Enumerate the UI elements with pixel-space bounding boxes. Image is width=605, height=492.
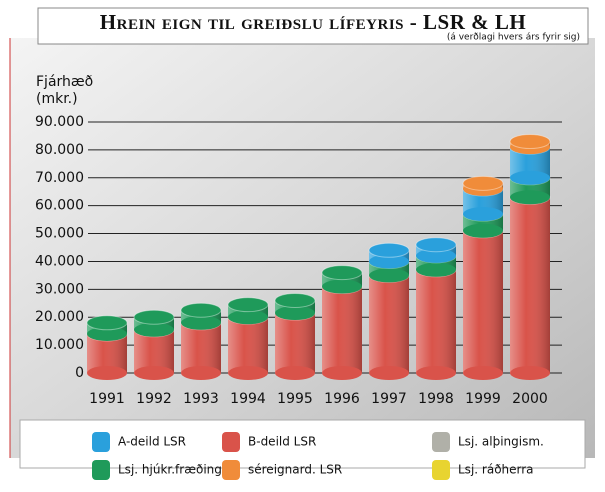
bar-bottom-edge [369,366,409,380]
legend-swatch [222,432,240,452]
bar-bottom-edge [228,310,268,324]
bar-top [134,310,174,324]
bar-bottom-edge [322,366,362,380]
x-tick-label: 1991 [89,391,125,407]
bar-top [369,243,409,257]
bar-top [510,135,550,149]
bar-shade [416,270,456,373]
y-tick-label: 20.000 [35,309,84,325]
bar-top [87,316,127,330]
bar-bottom-edge [463,207,503,221]
bar-bottom-edge [134,366,174,380]
x-tick-label: 1995 [277,391,313,407]
y-tick-label: 80.000 [35,142,84,158]
bar-bottom-edge [181,316,221,330]
y-tick-label: 90.000 [35,114,84,130]
bar-bottom-edge [181,366,221,380]
y-tick-label: 10.000 [35,337,84,353]
chart: Hrein eign til greiðslu lífeyris - LSR &… [0,0,605,492]
bar-bottom-edge [228,366,268,380]
chart-subtitle: (á verðlagi hvers árs fyrir sig) [447,33,580,43]
bar-bottom-edge [510,171,550,185]
legend-label: Lsj. ráðherra [458,463,534,477]
bar-shade [463,231,503,373]
bar-bottom-edge [87,366,127,380]
bar-shade [275,313,315,373]
bar-bottom-edge [463,366,503,380]
bar-bottom-edge [416,263,456,277]
bar-bottom-edge [463,224,503,238]
legend-label: séreignard. LSR [248,463,342,477]
legend-swatch [432,460,450,480]
bar-bottom-edge [369,268,409,282]
bar-top [181,303,221,317]
bar-bottom-edge [416,366,456,380]
x-tick-label: 2000 [512,391,548,407]
x-tick-label: 1999 [465,391,501,407]
bar-bottom-edge [510,366,550,380]
legend-label: B-deild LSR [248,435,316,449]
x-tick-label: 1994 [230,391,266,407]
y-tick-label: 60.000 [35,198,84,214]
bar-bottom-edge [134,323,174,337]
y-tick-label: 30.000 [35,281,84,297]
y-axis-label: Fjárhæð [36,74,93,90]
y-axis-label: (mkr.) [36,91,78,107]
bar-bottom-edge [510,190,550,204]
bar-top [275,293,315,307]
x-tick-label: 1997 [371,391,407,407]
legend-swatch [222,460,240,480]
x-tick-label: 1998 [418,391,454,407]
x-tick-label: 1993 [183,391,219,407]
bar-top [416,238,456,252]
bar-top [228,298,268,312]
bar-bottom-edge [322,280,362,294]
legend-swatch [92,432,110,452]
x-tick-label: 1992 [136,391,172,407]
legend-label: Lsj. alþingism. [458,435,544,449]
bar-bottom-edge [275,306,315,320]
legend-label: Lsj. hjúkr.fræðinga [118,463,229,477]
x-tick-label: 1996 [324,391,360,407]
legend-label: A-deild LSR [118,435,186,449]
bar-shade [510,197,550,373]
y-tick-label: 50.000 [35,226,84,242]
chart-title: Hrein eign til greiðslu lífeyris - LSR &… [100,10,526,34]
legend-swatch [92,460,110,480]
bar-shade [322,287,362,373]
bar-top [463,176,503,190]
bar-bottom-edge [275,366,315,380]
bar-shade [228,317,268,373]
bar-shade [369,275,409,373]
y-tick-label: 0 [75,365,84,381]
legend-swatch [432,432,450,452]
y-tick-label: 40.000 [35,253,84,269]
bar-shade [181,323,221,373]
bar-top [322,266,362,280]
y-tick-label: 70.000 [35,170,84,186]
